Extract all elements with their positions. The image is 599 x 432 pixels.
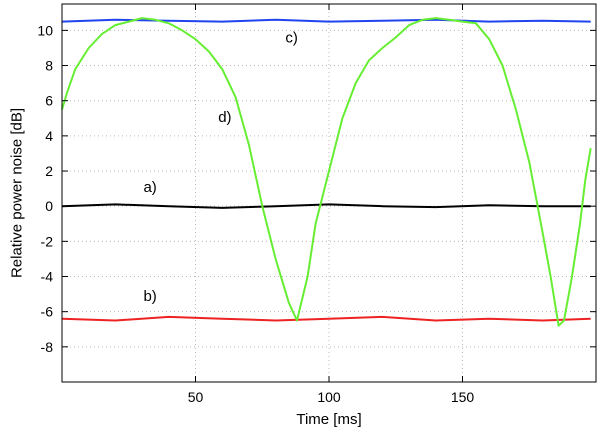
y-tick-label: 8 (45, 58, 53, 74)
annotation-label: c) (285, 30, 298, 47)
y-tick-label: 2 (45, 163, 53, 179)
ticks (62, 4, 596, 382)
y-tick-label: 0 (45, 198, 53, 214)
series-line-c (61, 18, 591, 23)
y-tick-label: -4 (41, 269, 54, 285)
tick-labels: -8 -6 -4 -2 0 2 4 6 8 10 50 100 150 (37, 22, 474, 405)
x-axis-title: Time [ms] (296, 411, 361, 428)
y-tick-label: 4 (45, 128, 53, 144)
grid (62, 4, 596, 382)
annotations: a) b) c) d) (143, 30, 297, 305)
y-tick-label: -2 (41, 233, 54, 249)
y-axis-title: Relative power noise [dB] (8, 108, 25, 278)
y-tick-label: 6 (45, 93, 53, 109)
series-line-d (61, 17, 592, 327)
y-tick-label: 10 (37, 22, 53, 38)
x-tick-label: 100 (317, 389, 341, 405)
series-line-a (61, 203, 591, 209)
y-tick-label: -6 (41, 304, 54, 320)
series-line-b (61, 315, 591, 322)
annotation-label: b) (143, 288, 156, 305)
y-tick-label: -8 (41, 339, 54, 355)
series-group (61, 17, 592, 327)
x-tick-label: 150 (451, 389, 475, 405)
annotation-label: a) (143, 179, 156, 196)
x-tick-label: 50 (188, 389, 204, 405)
annotation-label: d) (218, 109, 231, 126)
